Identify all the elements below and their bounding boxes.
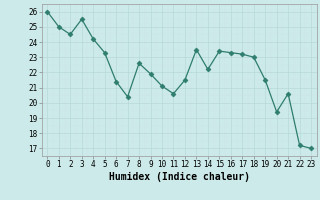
X-axis label: Humidex (Indice chaleur): Humidex (Indice chaleur)	[109, 172, 250, 182]
